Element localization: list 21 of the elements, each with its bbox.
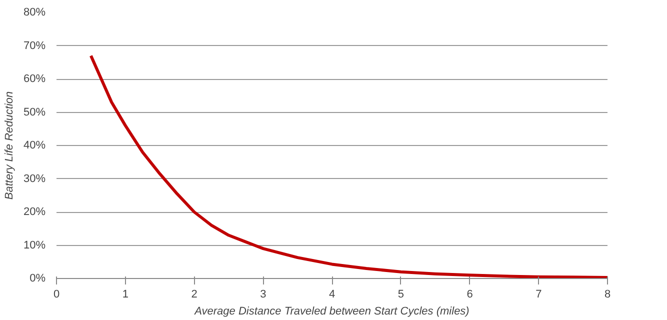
x-tick-label: 3	[260, 288, 266, 300]
x-tick-label: 6	[466, 288, 473, 300]
x-tick-label: 1	[122, 288, 128, 300]
y-tick-label: 40%	[23, 140, 46, 152]
y-tick-label: 10%	[23, 239, 46, 252]
line-series	[89, 54, 608, 278]
x-tick-label: 8	[604, 288, 611, 300]
x-tick-label: 4	[328, 288, 336, 300]
y-tick-label: 20%	[23, 206, 46, 218]
y-axis-title: Battery Life Reduction	[3, 91, 16, 200]
x-tick-label: 7	[536, 288, 542, 300]
x-tick-label: 5	[398, 288, 404, 300]
y-tick-label: 0%	[30, 272, 46, 284]
x-tick-label: 0	[53, 288, 60, 300]
y-tick-label: 60%	[23, 73, 46, 85]
y-tick-label: 70%	[23, 40, 46, 52]
y-tick-label: 30%	[23, 172, 46, 185]
y-tick-label: 50%	[23, 106, 46, 118]
x-tick-label: 2	[191, 288, 198, 300]
x-axis-title: Average Distance Traveled between Start Cycles (miles)	[194, 306, 470, 318]
y-tick-label: 80%	[23, 6, 46, 18]
